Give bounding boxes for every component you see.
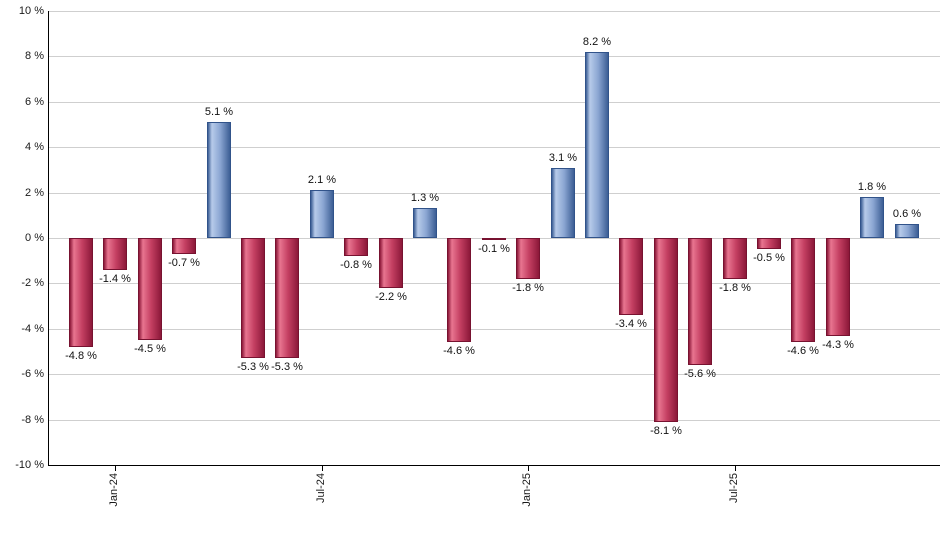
bar-value-label: 2.1 %	[307, 174, 337, 186]
x-axis-tick-label: Jan-24	[108, 473, 120, 507]
bar-negative	[69, 238, 93, 347]
bar-value-label: -0.7 %	[168, 257, 200, 269]
bar-negative	[619, 238, 643, 315]
bar-negative	[516, 238, 540, 279]
bar-value-label: -1.4 %	[99, 273, 131, 285]
bar-negative	[757, 238, 781, 249]
grid-line	[48, 193, 940, 194]
grid-line	[48, 374, 940, 375]
bar-value-label: -4.5 %	[134, 343, 166, 355]
bar-value-label: -3.4 %	[615, 318, 647, 330]
y-axis-tick-label: -8 %	[21, 414, 44, 426]
bar-negative	[241, 238, 265, 358]
bar-positive	[585, 52, 609, 238]
y-axis-tick-label: 4 %	[25, 141, 44, 153]
bar-value-label: -8.1 %	[650, 425, 682, 437]
bar-value-label: 3.1 %	[548, 152, 578, 164]
bar-negative	[379, 238, 403, 288]
grid-line	[48, 283, 940, 284]
bar-value-label: -1.8 %	[719, 282, 751, 294]
grid-line	[48, 56, 940, 57]
x-axis-tick-label: Jul-24	[315, 473, 327, 503]
bar-value-label: -4.6 %	[787, 345, 819, 357]
bar-negative	[826, 238, 850, 336]
bar-positive	[551, 168, 575, 238]
bar-negative	[791, 238, 815, 342]
y-axis-tick-label: -10 %	[15, 459, 44, 471]
bar-positive	[207, 122, 231, 238]
grid-line	[48, 329, 940, 330]
x-axis-tick-mark	[322, 466, 323, 471]
y-axis-tick-label: -6 %	[21, 368, 44, 380]
x-axis-tick-mark	[735, 466, 736, 471]
bar-value-label: -1.8 %	[512, 282, 544, 294]
bar-negative	[103, 238, 127, 270]
bar-value-label: 1.8 %	[857, 181, 887, 193]
y-axis-tick-label: 10 %	[18, 5, 44, 17]
y-axis-tick-label: 2 %	[25, 187, 44, 199]
bar-value-label: -5.3 %	[271, 361, 303, 373]
x-axis-tick-label: Jul-25	[728, 473, 740, 503]
bar-value-label: 8.2 %	[582, 36, 612, 48]
y-axis-tick-label: 0 %	[25, 232, 44, 244]
x-axis-tick-label: Jan-25	[521, 473, 533, 507]
bar-positive	[860, 197, 884, 238]
bar-positive	[413, 208, 437, 238]
x-axis-tick-mark	[115, 466, 116, 471]
grid-line	[48, 420, 940, 421]
bar-negative	[688, 238, 712, 365]
x-axis-line	[48, 465, 940, 466]
y-axis-tick-label: -2 %	[21, 277, 44, 289]
bar-positive	[310, 190, 334, 238]
bar-negative	[654, 238, 678, 422]
y-axis-tick-label: 6 %	[25, 96, 44, 108]
y-axis-tick-label: -4 %	[21, 323, 44, 335]
x-axis-tick-mark	[528, 466, 529, 471]
bar-negative	[723, 238, 747, 279]
bar-value-label: -4.8 %	[65, 350, 97, 362]
y-axis-tick-label: 8 %	[25, 50, 44, 62]
bar-negative	[447, 238, 471, 342]
bar-negative	[275, 238, 299, 358]
bar-value-label: -0.1 %	[478, 243, 510, 255]
bar-value-label: -0.8 %	[340, 259, 372, 271]
bar-value-label: -0.5 %	[753, 252, 785, 264]
bar-negative	[482, 238, 506, 240]
bar-value-label: -4.6 %	[443, 345, 475, 357]
bar-value-label: 5.1 %	[204, 106, 234, 118]
bar-value-label: -4.3 %	[822, 339, 854, 351]
y-axis-line	[48, 11, 49, 466]
bar-negative	[172, 238, 196, 254]
grid-line	[48, 102, 940, 103]
bar-value-label: -2.2 %	[375, 291, 407, 303]
bar-negative	[138, 238, 162, 340]
grid-line	[48, 147, 940, 148]
bar-value-label: -5.6 %	[684, 368, 716, 380]
bar-value-label: 0.6 %	[892, 208, 922, 220]
bar-negative	[344, 238, 368, 256]
bar-positive	[895, 224, 919, 238]
bar-value-label: -5.3 %	[237, 361, 269, 373]
grid-line	[48, 11, 940, 12]
bar-value-label: 1.3 %	[410, 192, 440, 204]
